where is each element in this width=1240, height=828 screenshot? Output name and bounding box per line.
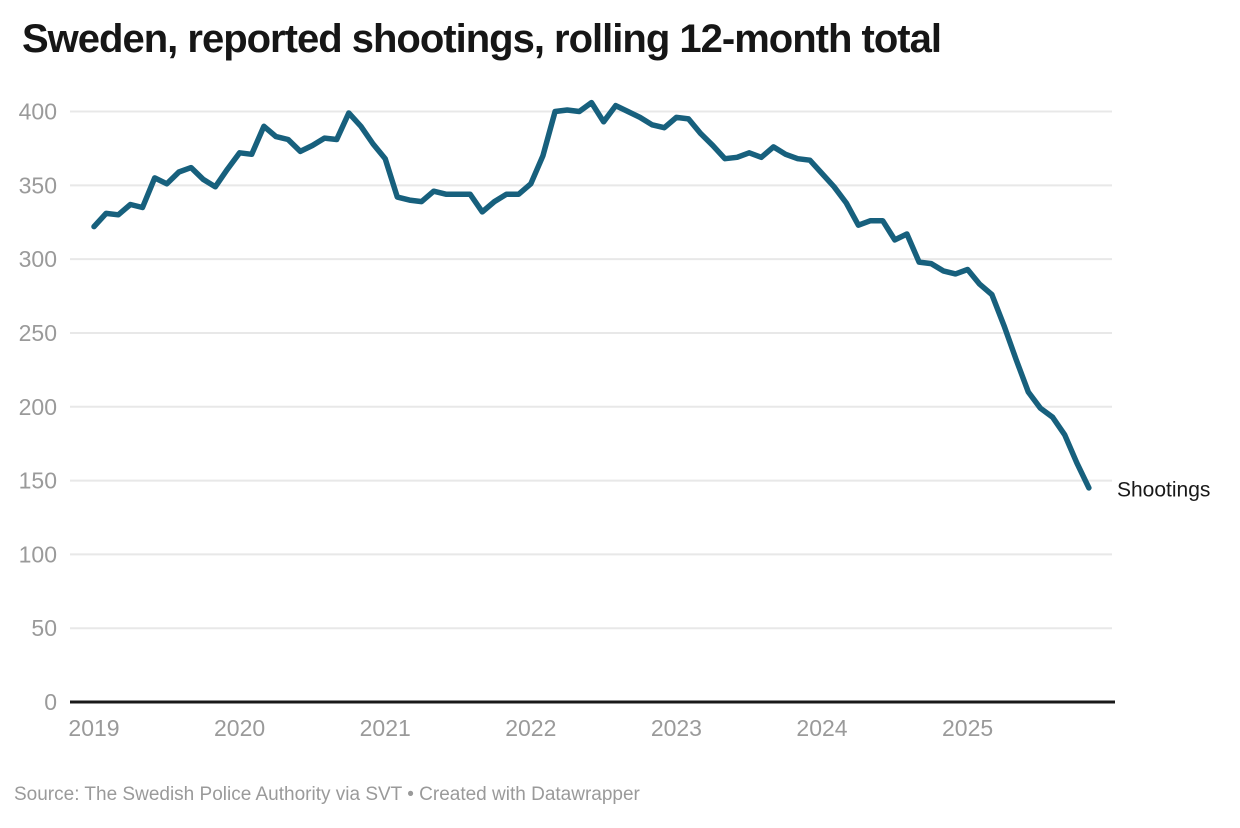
- x-axis-tick-label: 2025: [942, 715, 993, 741]
- y-axis-tick-label: 50: [31, 615, 57, 641]
- y-axis-tick-label: 400: [19, 99, 57, 125]
- y-axis-tick-label: 350: [19, 172, 57, 198]
- x-axis-tick-label: 2023: [651, 715, 702, 741]
- y-axis-tick-label: 300: [19, 246, 57, 272]
- x-axis-tick-label: 2024: [796, 715, 847, 741]
- y-axis-tick-label: 0: [44, 689, 57, 715]
- y-axis-tick-label: 250: [19, 320, 57, 346]
- y-axis-tick-label: 100: [19, 541, 57, 567]
- y-axis-tick-label: 150: [19, 468, 57, 494]
- source-attribution: Source: The Swedish Police Authority via…: [14, 784, 640, 805]
- y-axis-tick-label: 200: [19, 394, 57, 420]
- x-axis-tick-label: 2022: [505, 715, 556, 741]
- x-axis-tick-label: 2021: [360, 715, 411, 741]
- x-axis-tick-label: 2019: [68, 715, 119, 741]
- chart-title: Sweden, reported shootings, rolling 12-m…: [22, 17, 942, 61]
- x-axis-tick-label: 2020: [214, 715, 265, 741]
- shootings-line: [91, 99, 1092, 491]
- series-end-label: Shootings: [1117, 478, 1210, 501]
